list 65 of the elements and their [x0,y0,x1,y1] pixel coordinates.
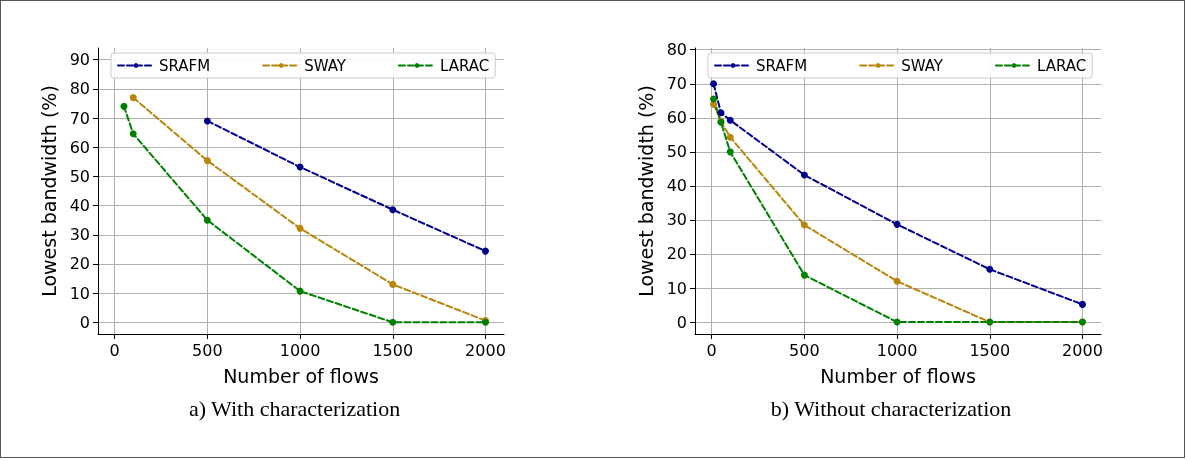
point [120,102,128,110]
point [726,116,734,124]
legend-label: SRAFM [756,56,808,75]
y-tick-label: 90 [69,50,90,70]
y-tick-label: 40 [666,176,687,196]
point [1078,300,1086,308]
y-tick-label: 30 [666,210,687,230]
point [726,133,734,141]
legend-label: SWAY [304,56,347,75]
y-tick-label: 30 [69,225,90,245]
x-tick-label: 500 [192,340,223,360]
legend-label: LARAC [1036,56,1087,75]
point [800,171,808,179]
y-axis-title: Lowest bandwidth (%) [37,85,60,297]
point [893,220,901,228]
x-tick-label: 500 [789,340,820,360]
y-tick-label: 50 [69,166,90,186]
point [389,206,397,214]
point [726,148,734,156]
x-axis-title: Number of flows [223,364,379,387]
y-tick-label: 60 [69,137,90,157]
y-tick-label: 50 [666,142,687,162]
y-tick-label: 70 [666,74,687,94]
point [986,265,994,273]
point [296,224,304,232]
point [203,157,211,165]
x-tick-label: 2000 [1062,340,1103,360]
x-tick-label: 1000 [876,340,918,360]
text: a) With characterization [188,395,401,421]
y-tick-label: 20 [666,244,687,264]
y-tick-label: 80 [69,79,90,99]
point [203,216,211,224]
y-tick-label: 70 [69,108,90,128]
point [129,94,137,102]
legend-label: SWAY [901,56,944,75]
y-tick-label: 40 [69,196,90,216]
y-axis-title: Lowest bandwidth (%) [634,85,657,297]
x-tick-label: 1500 [372,340,414,360]
y-tick-label: 60 [666,108,687,128]
point [389,318,397,326]
point [717,109,725,117]
x-tick-label: 2000 [465,340,506,360]
legend-label: LARAC [439,56,490,75]
y-tick-label: 0 [676,312,687,332]
x-axis-title: Number of flows [820,364,976,387]
point [710,95,718,103]
x-tick-label: 0 [109,340,120,360]
legend-label: SRAFM [159,56,211,75]
point [800,271,808,279]
x-tick-label: 1000 [279,340,321,360]
point [710,80,718,88]
point [129,130,137,138]
x-tick-label: 1500 [969,340,1011,360]
x-tick-label: 0 [706,340,717,360]
point [481,247,489,255]
y-tick-label: 0 [79,312,90,332]
y-tick-label: 10 [666,278,687,298]
point [203,117,211,125]
point [893,277,901,285]
y-tick-label: 80 [666,40,687,60]
text: b) Without characterization [770,395,1012,421]
point [389,280,397,288]
y-tick-label: 10 [69,283,90,303]
point [800,221,808,229]
y-tick-label: 20 [69,254,90,274]
